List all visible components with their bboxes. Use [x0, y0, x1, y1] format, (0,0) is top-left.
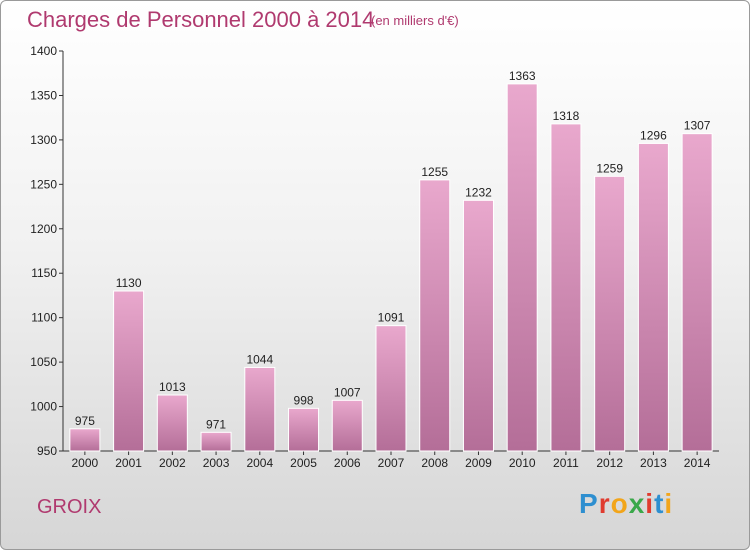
x-tick-label: 2013 [640, 456, 667, 470]
bar [506, 83, 538, 452]
bar [200, 431, 232, 452]
y-tick-label: 1350 [30, 88, 57, 102]
bar-value-label: 1130 [116, 276, 142, 290]
bar [681, 133, 713, 452]
bar-value-label: 1296 [640, 128, 667, 142]
bar [594, 175, 626, 452]
x-tick-label: 2010 [509, 456, 536, 470]
y-tick-label: 1100 [31, 311, 57, 325]
y-tick-label: 1050 [30, 355, 57, 369]
place-name: GROIX [37, 496, 102, 518]
bar [375, 325, 407, 452]
x-tick-label: 2005 [290, 456, 317, 470]
x-tick-label: 2001 [115, 456, 142, 470]
x-tick-label: 2000 [72, 456, 99, 470]
x-tick-label: 2003 [203, 456, 230, 470]
bar [550, 123, 582, 452]
x-tick-label: 2006 [334, 456, 361, 470]
bar-value-label: 1091 [378, 311, 405, 325]
chart-title: Charges de Personnel 2000 à 2014 [27, 7, 375, 32]
bar-value-label: 1259 [596, 161, 623, 175]
bar [244, 366, 276, 452]
y-tick-label: 1200 [30, 222, 57, 236]
x-tick-label: 2011 [553, 456, 579, 470]
bar-value-label: 1013 [159, 380, 186, 394]
bar-value-label: 1307 [684, 119, 711, 133]
bar [462, 199, 494, 452]
bar [419, 179, 451, 452]
y-tick-label: 1300 [30, 133, 57, 147]
bars: 975 1130 1013 971 1044 998 1007 1091 1255 1232 136… [69, 69, 713, 452]
bar-value-label: 1255 [421, 165, 448, 179]
bar [331, 399, 363, 452]
proxiti-logo: Proxiti [579, 488, 674, 519]
x-tick-label: 2012 [596, 456, 623, 470]
bar-value-label: 975 [75, 414, 95, 428]
y-tick-label: 1150 [31, 266, 57, 280]
x-tick-label: 2002 [159, 456, 186, 470]
bar-value-label: 1363 [509, 69, 536, 83]
bar [156, 394, 188, 452]
x-tick-label: 2004 [246, 456, 273, 470]
y-tick-label: 1250 [30, 177, 57, 191]
x-tick-label: 2009 [465, 456, 492, 470]
bar [637, 142, 669, 452]
bar-value-label: 1007 [334, 385, 361, 399]
bar-value-label: 1318 [553, 109, 580, 123]
bar [69, 428, 101, 452]
x-tick-label: 2008 [421, 456, 448, 470]
axes: 950 1000 1050 1100 1150 1200 1250 1300 1350 1400 2… [30, 44, 719, 470]
y-tick-label: 1400 [30, 44, 57, 58]
bar [113, 290, 145, 452]
y-tick-label: 1000 [30, 400, 57, 414]
bar [288, 407, 320, 452]
chart-subtitle: (en milliers d'€) [371, 13, 459, 28]
bar-value-label: 1044 [246, 352, 273, 366]
x-tick-label: 2014 [684, 456, 711, 470]
bar-value-label: 998 [294, 393, 314, 407]
bar-value-label: 1232 [465, 185, 492, 199]
y-tick-label: 950 [37, 444, 57, 458]
bar-value-label: 971 [206, 417, 226, 431]
x-tick-label: 2007 [378, 456, 405, 470]
